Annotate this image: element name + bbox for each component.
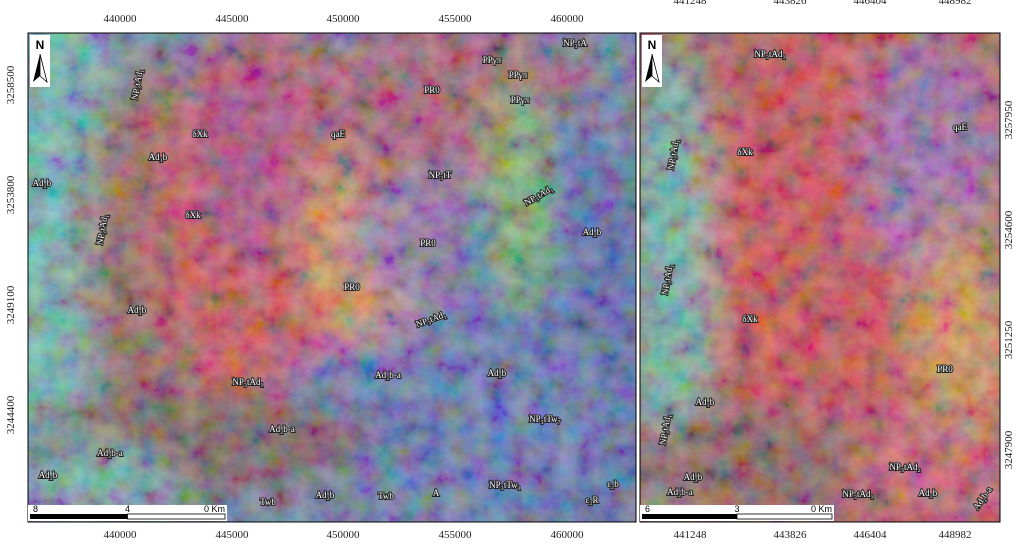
unit-label: δXk xyxy=(737,147,753,157)
top-coordinate: 448982 xyxy=(939,0,972,7)
unit-label: qaE xyxy=(331,129,345,139)
unit-label: δXk xyxy=(185,210,201,220)
unit-label: NP₃tAd₂ xyxy=(889,462,920,472)
unit-label: PR0 xyxy=(344,282,360,292)
right-image xyxy=(640,33,1000,522)
unit-label: Ad₁b xyxy=(149,152,168,162)
unit-label: ε₂R xyxy=(586,495,599,505)
bottom-coordinate: 450000 xyxy=(327,529,361,541)
unit-label: Ad₁b xyxy=(696,397,715,407)
scale-label: 4 xyxy=(125,504,130,514)
north-arrow xyxy=(645,54,652,82)
unit-label: PR0 xyxy=(424,85,440,95)
unit-label: δXk xyxy=(192,129,208,139)
unit-label: δXk xyxy=(742,314,758,324)
unit-label: NP₃tAd₁ xyxy=(232,377,263,387)
unit-label: NP₃tTw₇ xyxy=(529,414,561,424)
unit-label: Ad₂b xyxy=(488,368,507,378)
bottom-coordinate: 440000 xyxy=(104,529,138,541)
scale-label: 0 Km xyxy=(811,504,832,514)
bottom-coordinate: 441248 xyxy=(674,529,708,541)
unit-label: A xyxy=(433,488,440,498)
top-coordinate: 440000 xyxy=(104,13,138,25)
bottom-coordinate: 448982 xyxy=(939,529,972,541)
bottom-coordinate: 446404 xyxy=(854,529,888,541)
unit-label: NP₃tT xyxy=(429,170,452,180)
unit-label: Ad₂b-a xyxy=(375,370,401,380)
north-arrow xyxy=(33,54,40,82)
unit-label: NP₃tA xyxy=(563,38,587,48)
scale-bar xyxy=(736,513,833,520)
side-coordinate: 3257950 xyxy=(1003,100,1015,139)
unit-label: Ad₁b xyxy=(128,305,147,315)
unit-label: Ad₂b-a xyxy=(667,487,693,497)
side-coordinate: 3254600 xyxy=(1003,210,1015,249)
unit-label: PPγπ xyxy=(511,95,530,105)
scale-bar xyxy=(642,514,737,519)
north-arrow xyxy=(39,53,48,84)
unit-label: PPγπ xyxy=(509,70,528,80)
unit-label: Ad₂b xyxy=(684,472,703,482)
side-coordinate: 3253800 xyxy=(5,175,17,214)
unit-label: Ad₂b xyxy=(39,470,58,480)
unit-label: Twb xyxy=(260,497,276,507)
scale-bar xyxy=(30,514,128,519)
scale-label: 3 xyxy=(734,504,739,514)
unit-label: PPγπ xyxy=(483,55,502,65)
north-label: N xyxy=(648,38,657,52)
top-coordinate: 460000 xyxy=(551,13,585,25)
left-image xyxy=(28,33,636,522)
top-coordinate: 443826 xyxy=(774,0,808,7)
top-coordinate: 445000 xyxy=(216,13,250,25)
scale-label: 6 xyxy=(645,504,650,514)
side-coordinate: 3249100 xyxy=(5,285,17,324)
north-label: N xyxy=(36,38,45,52)
unit-label: NP₃tTw₁ xyxy=(489,480,521,490)
unit-label: Ad₂b-a xyxy=(97,448,123,458)
unit-label: Ad₂b xyxy=(33,178,52,188)
bottom-coordinate: 445000 xyxy=(216,529,250,541)
scale-bar xyxy=(127,513,226,520)
side-coordinate: 3251250 xyxy=(1003,320,1015,359)
scale-label: 0 Km xyxy=(204,504,225,514)
side-coordinate: 3247900 xyxy=(1003,430,1015,469)
unit-label: Ad₂b xyxy=(583,227,602,237)
unit-label: Ad₂b-a xyxy=(269,424,295,434)
scale-label: 8 xyxy=(33,504,38,514)
bottom-coordinate: 455000 xyxy=(439,529,473,541)
top-coordinate: 450000 xyxy=(327,13,361,25)
unit-label: Ad₂b xyxy=(919,488,938,498)
side-coordinate: 3258500 xyxy=(5,65,17,104)
right-frame xyxy=(639,32,1001,523)
bottom-coordinate: 460000 xyxy=(551,529,585,541)
top-coordinate: 441248 xyxy=(674,0,708,7)
unit-label: PR0 xyxy=(937,364,953,374)
left-frame xyxy=(27,32,637,523)
unit-label: Twb xyxy=(378,491,394,501)
unit-label: NP₃tAd₁ xyxy=(842,489,873,499)
unit-label: PR0 xyxy=(420,238,436,248)
unit-label: NP₃tAd₁ xyxy=(754,49,785,59)
top-coordinate: 446404 xyxy=(854,0,888,7)
bottom-coordinate: 443826 xyxy=(774,529,808,541)
side-coordinate: 3244400 xyxy=(5,395,17,434)
unit-label: ε₂b xyxy=(607,479,619,489)
unit-label: Ad₂b xyxy=(316,490,335,500)
north-arrow xyxy=(651,53,660,84)
unit-label: qaE xyxy=(953,122,967,132)
top-coordinate: 455000 xyxy=(439,13,473,25)
